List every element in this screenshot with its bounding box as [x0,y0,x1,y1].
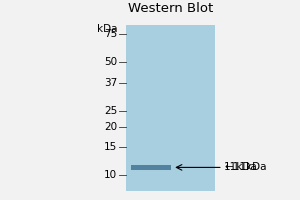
Text: kDa: kDa [97,24,117,34]
Text: 15: 15 [104,142,117,152]
Text: 75: 75 [104,29,117,39]
Text: 11kDa: 11kDa [224,162,258,172]
Text: 20: 20 [104,122,117,132]
Text: 10: 10 [104,170,117,180]
Text: Western Blot: Western Blot [128,2,213,15]
Text: 50: 50 [104,57,117,67]
Text: 25: 25 [104,106,117,116]
Text: 37: 37 [104,78,117,88]
Text: ←11kDa: ←11kDa [224,162,267,172]
Bar [131,165,171,170]
